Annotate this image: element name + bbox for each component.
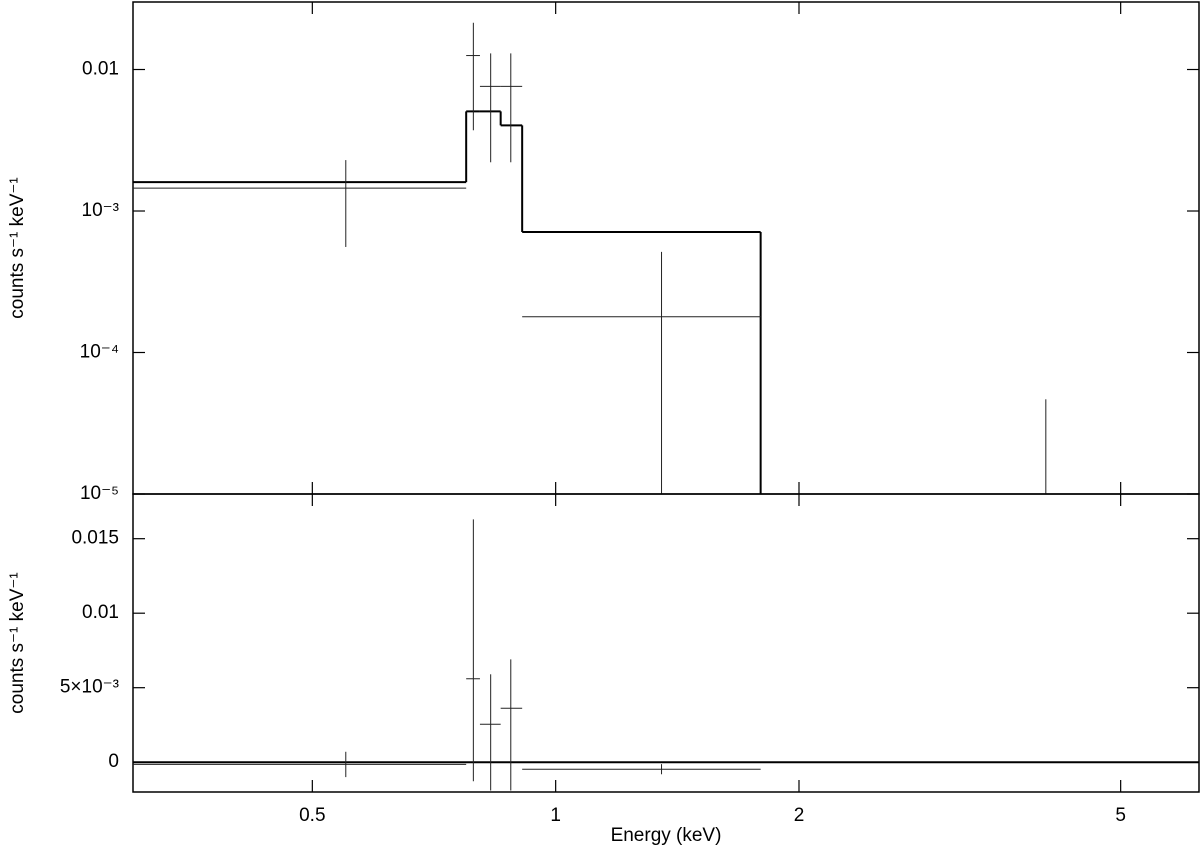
y-tick-label: 10⁻⁴ [80, 342, 119, 363]
y-axis-label: counts s⁻¹ keV⁻¹ [7, 177, 28, 319]
y-tick-label: 10⁻⁵ [80, 483, 119, 504]
plot-frame [132, 1, 1200, 495]
x-tick-label: 5 [1115, 805, 1126, 826]
x-axis-label: Energy (keV) [611, 825, 722, 846]
y-tick-label: 0.01 [82, 59, 119, 80]
x-tick-label: 1 [550, 805, 561, 826]
plot-frame [132, 493, 1200, 793]
y-axis-label: counts s⁻¹ keV⁻¹ [7, 572, 28, 714]
y-tick-label: 0.015 [71, 528, 119, 549]
y-tick-label: 0.01 [82, 602, 119, 623]
y-tick-label: 10⁻³ [82, 200, 120, 221]
x-tick-label: 2 [794, 805, 805, 826]
y-tick-label: 5×10⁻³ [60, 677, 119, 698]
y-tick-label: 0 [108, 751, 119, 772]
x-tick-label: 0.5 [299, 805, 325, 826]
